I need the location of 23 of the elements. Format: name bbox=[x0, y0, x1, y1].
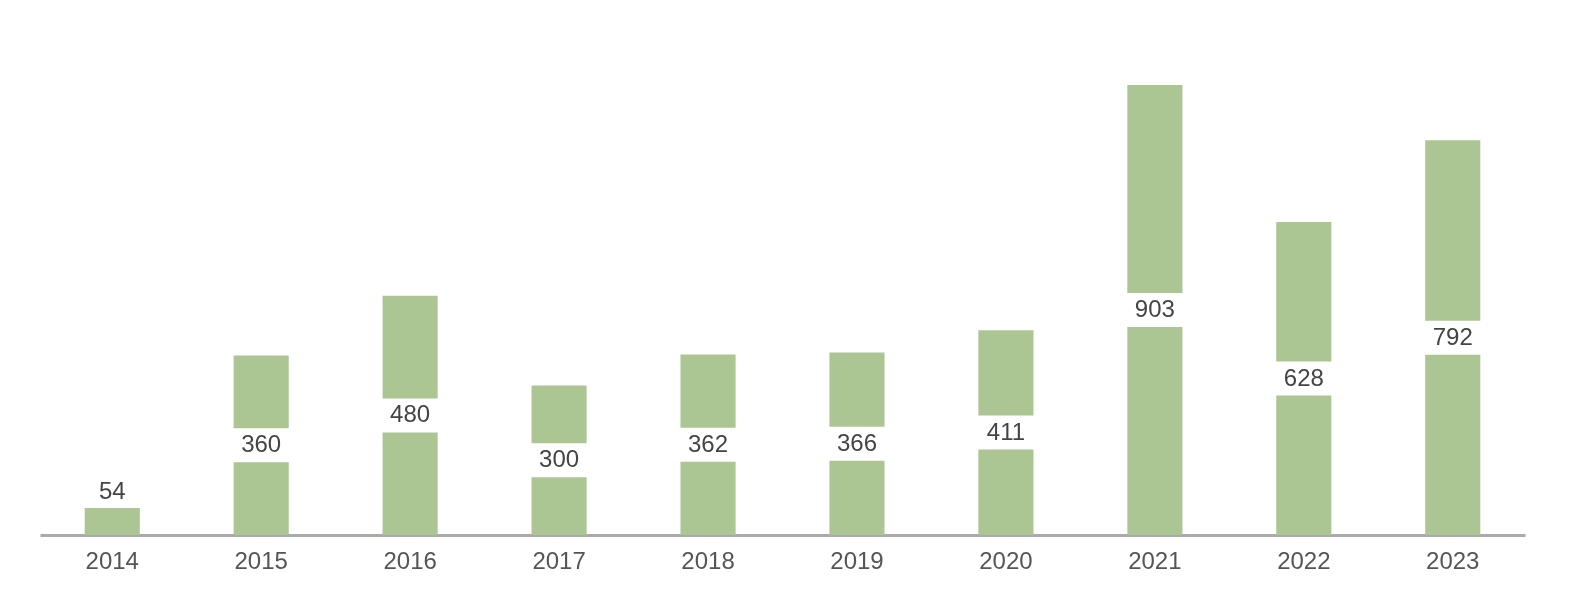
data-label: 366 bbox=[836, 428, 877, 456]
x-tick-label: 2017 bbox=[532, 546, 586, 574]
data-label: 411 bbox=[986, 417, 1026, 445]
x-tick-label: 2022 bbox=[1277, 546, 1331, 574]
x-tick-label: 2014 bbox=[85, 546, 139, 574]
x-tick-label: 2019 bbox=[830, 546, 884, 574]
bar bbox=[84, 508, 140, 535]
bar bbox=[1425, 140, 1481, 535]
data-label: 54 bbox=[98, 477, 126, 505]
x-tick-label: 2016 bbox=[383, 546, 437, 574]
data-label: 792 bbox=[1432, 322, 1473, 350]
data-label: 903 bbox=[1134, 295, 1175, 322]
data-label: 628 bbox=[1283, 363, 1324, 391]
bar bbox=[1127, 85, 1183, 535]
x-tick-label: 2020 bbox=[979, 546, 1033, 574]
x-tick-label: 2021 bbox=[1128, 546, 1182, 574]
x-tick-label: 2015 bbox=[234, 546, 288, 574]
data-label: 480 bbox=[390, 400, 431, 428]
x-tick-label: 2023 bbox=[1426, 546, 1480, 574]
data-label: 360 bbox=[241, 430, 282, 458]
data-label: 300 bbox=[539, 445, 580, 473]
x-tick-label: 2018 bbox=[681, 546, 735, 574]
data-label: 362 bbox=[688, 429, 729, 457]
